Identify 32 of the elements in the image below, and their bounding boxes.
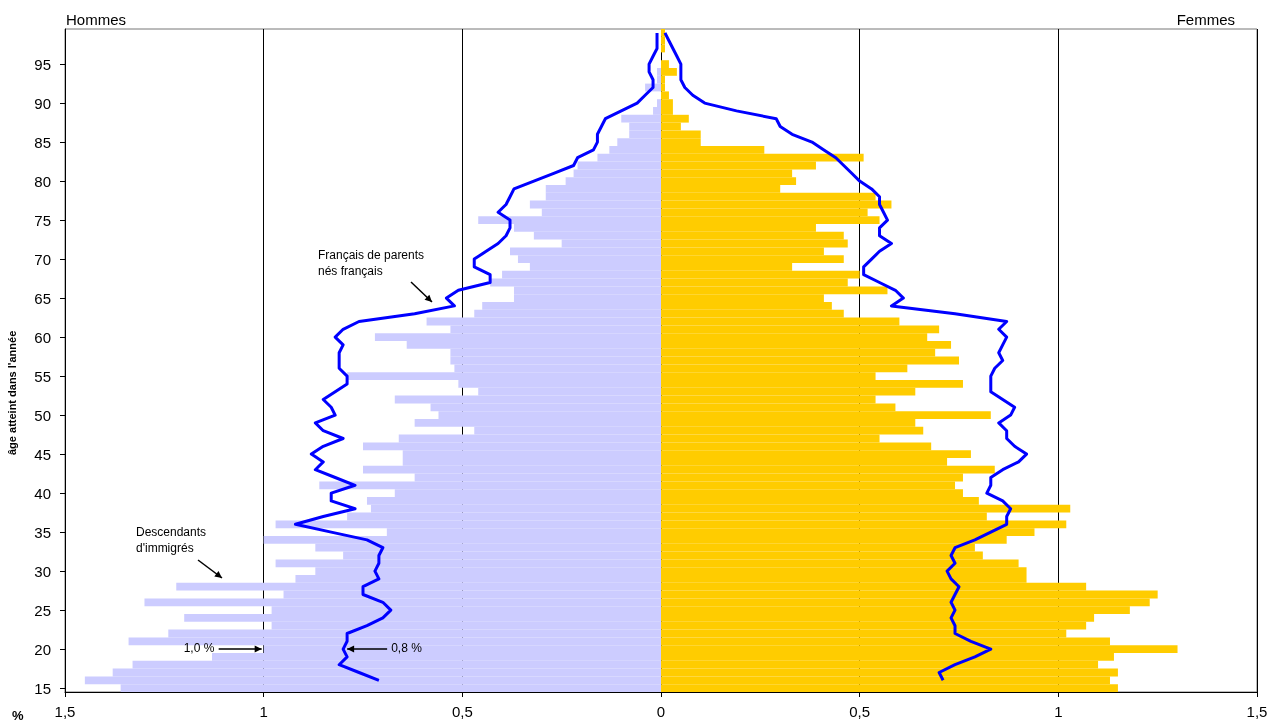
- y-tick-label: 70: [34, 250, 51, 268]
- annotation: 0,8 %: [391, 641, 422, 657]
- y-tick-label: 90: [34, 94, 51, 112]
- y-tick-label: 80: [34, 172, 51, 190]
- y-axis-title: âge atteint dans l'année: [5, 330, 18, 455]
- x-tick-label: 1,5: [54, 703, 76, 720]
- x-tick-label: 0,5: [849, 703, 871, 720]
- y-tick-label: 65: [34, 289, 51, 307]
- y-tick-label: 95: [34, 55, 51, 73]
- x-tick-label: 1,5: [1246, 703, 1268, 720]
- annotation: Descendants d'immigrés: [136, 525, 208, 557]
- annotation: Français de parents nés français: [318, 248, 426, 280]
- y-tick-label: 20: [34, 640, 51, 658]
- x-tick-label: 0,5: [451, 703, 473, 720]
- y-tick-label: 75: [34, 211, 51, 229]
- y-tick-label: 45: [34, 445, 51, 463]
- y-tick-label: 60: [34, 328, 51, 346]
- y-tick-label: 35: [34, 523, 51, 541]
- text: Femmes: [1176, 10, 1235, 30]
- x-tick-label: 1: [1054, 703, 1063, 720]
- y-tick-label: 55: [34, 367, 51, 385]
- y-tick-label: 85: [34, 133, 51, 151]
- annotation: 1,0 %: [183, 641, 215, 657]
- y-tick-label: 40: [34, 484, 51, 502]
- x-tick-label: 1: [259, 703, 268, 720]
- y-tick-label: 15: [34, 679, 51, 697]
- y-tick-label: 30: [34, 562, 51, 580]
- text: Hommes: [66, 10, 127, 30]
- x-axis-title: %: [12, 708, 24, 723]
- x-tick-label: 0: [656, 703, 666, 720]
- y-tick-label: 50: [34, 406, 51, 424]
- y-tick-label: 25: [34, 601, 51, 619]
